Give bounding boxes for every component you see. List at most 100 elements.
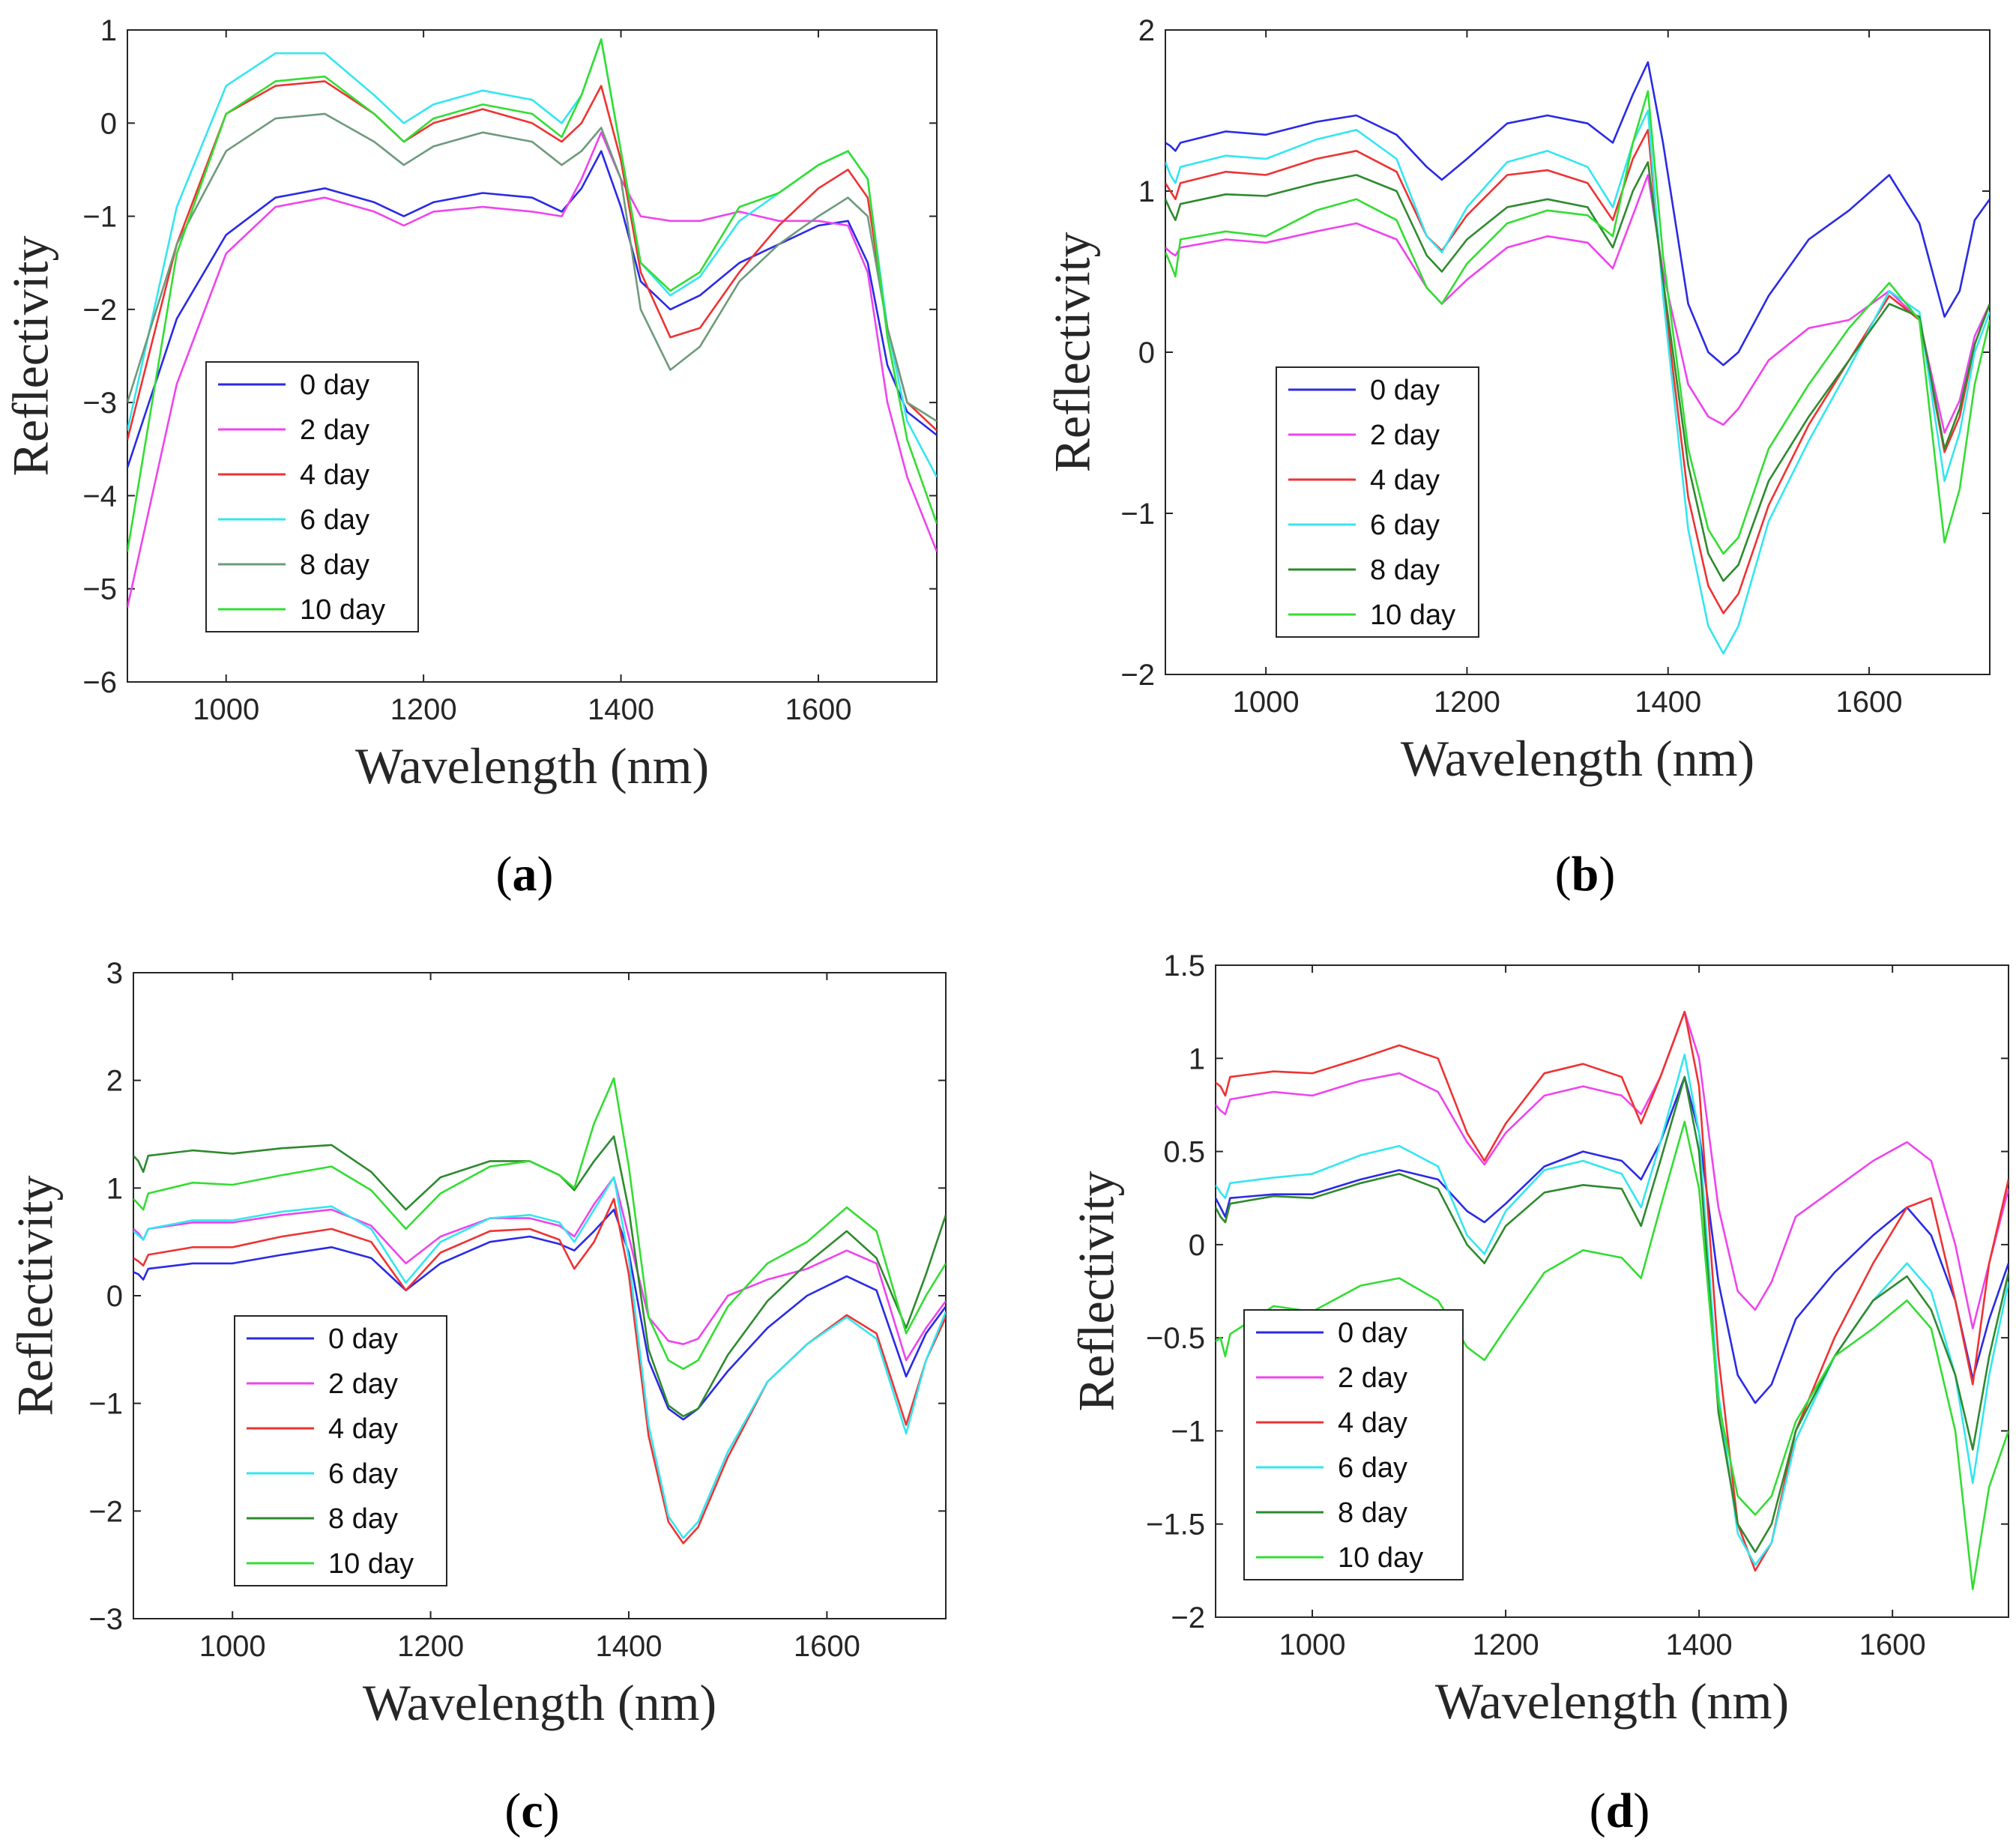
legend-label: 4 day: [1370, 465, 1440, 496]
y-tick-label: 3: [106, 957, 123, 990]
panel-label: (d): [1590, 1784, 1650, 1838]
x-tick-label: 1000: [1279, 1628, 1346, 1661]
legend: 0 day 2 day 4 day 6 day 8 day 10 day: [234, 1315, 447, 1586]
y-axis-label: Reflectivity: [7, 1175, 64, 1416]
panel-label: (a): [496, 847, 554, 902]
y-tick-label: 2: [1138, 14, 1155, 47]
x-tick-label: 1600: [1836, 686, 1903, 719]
series-line-10-day: [1216, 1120, 2009, 1590]
legend-label: 0 day: [1370, 375, 1440, 406]
legend-label: 4 day: [1338, 1407, 1407, 1439]
series-line-6-day: [1216, 1054, 2009, 1566]
series-line-2-day: [133, 1176, 946, 1362]
y-tick-label: −1.5: [1146, 1509, 1205, 1541]
panel-c: 1000 1200 1400 1600 −3 −2 −1 0 1 2 3 Wavelength (nm…: [7, 957, 947, 1838]
y-tick-label: 1: [1189, 1042, 1205, 1075]
legend-label: 6 day: [1338, 1452, 1407, 1484]
series-group: [1216, 1010, 2009, 1590]
legend-label: 10 day: [300, 594, 385, 626]
x-tick-label: 1400: [1666, 1628, 1733, 1661]
legend-label: 8 day: [1370, 555, 1440, 586]
y-axis-label: Reflectivity: [1068, 1171, 1125, 1411]
y-tick-label: 2: [106, 1065, 123, 1098]
y-tick-label: −6: [82, 666, 117, 699]
series-line-4-day: [1216, 1010, 2009, 1572]
legend-label: 10 day: [1370, 600, 1455, 631]
y-tick-label: −2: [88, 1495, 123, 1528]
x-tick-label: 1600: [794, 1630, 860, 1663]
x-axis-label: Wavelength (nm): [1435, 1673, 1789, 1730]
y-tick-label: −5: [82, 573, 117, 606]
y-tick-label: 0.5: [1163, 1136, 1205, 1169]
series-line-0-day: [1216, 1075, 2009, 1404]
y-tick-label: 1: [1138, 175, 1155, 208]
legend: 0 day 2 day 4 day 6 day 8 day 10 day: [1276, 366, 1479, 638]
y-tick-label: −4: [82, 480, 117, 513]
x-tick-label: 1200: [397, 1630, 464, 1663]
x-tick-label: 1000: [199, 1630, 266, 1663]
y-tick-label: −2: [1171, 1601, 1205, 1634]
panel-letter: c: [521, 1784, 543, 1838]
panel-a: 1000 1200 1400 1600 −6 −5 −4 −3 −2 −1 0 1 Wavelength…: [2, 14, 938, 902]
legend-label: 4 day: [300, 459, 369, 491]
x-tick-label: 1600: [1859, 1628, 1926, 1661]
legend-label: 6 day: [1370, 510, 1440, 541]
legend-box: [1276, 366, 1479, 638]
legend: 0 day 2 day 4 day 6 day 8 day 10 day: [1243, 1309, 1464, 1580]
legend-label: 0 day: [1338, 1317, 1407, 1349]
series-line-10-day: [127, 38, 937, 552]
legend-box: [234, 1315, 447, 1586]
series-line-2-day: [127, 131, 937, 608]
legend-label: 0 day: [328, 1323, 398, 1355]
y-tick-label: 1.5: [1163, 949, 1205, 982]
series-line-0-day: [1165, 61, 1990, 366]
y-tick-label: −2: [82, 294, 117, 327]
x-tick-label: 1400: [595, 1630, 662, 1663]
y-tick-label: −1: [1120, 498, 1155, 531]
y-axis-label: Reflectivity: [2, 235, 59, 476]
panel-d: 1000 1200 1400 1600 −2 −1.5 −1 −0.5 0 0.5 1 1.5 Wave…: [1068, 949, 2009, 1838]
legend-label: 4 day: [328, 1413, 398, 1445]
panel-label: (c): [504, 1784, 559, 1838]
x-tick-label: 1200: [390, 693, 457, 726]
series-line-10-day: [133, 1077, 946, 1370]
series-line-0-day: [133, 1208, 946, 1421]
x-tick-label: 1200: [1434, 686, 1500, 719]
y-tick-label: −0.5: [1146, 1322, 1205, 1355]
x-tick-label: 1600: [785, 693, 851, 726]
panel-label: (b): [1555, 847, 1616, 902]
x-axis-label: Wavelength (nm): [1401, 730, 1754, 787]
x-tick-label: 1200: [1473, 1628, 1539, 1661]
series-line-8-day: [133, 1135, 946, 1418]
series-line-6-day: [133, 1176, 946, 1539]
x-axis-label: Wavelength (nm): [363, 1674, 716, 1731]
y-tick-label: −1: [1171, 1415, 1205, 1448]
x-tick-label: 1400: [1635, 686, 1701, 719]
panel-b: 1000 1200 1400 1600 −2 −1 0 1 2 Wavelength (nm) Re…: [1044, 14, 1991, 902]
x-tick-label: 1400: [588, 693, 654, 726]
y-tick-label: −1: [88, 1388, 123, 1421]
x-axis-label: Wavelength (nm): [355, 737, 709, 794]
y-tick-label: 0: [1189, 1229, 1205, 1262]
series-line-2-day: [1165, 174, 1990, 434]
y-tick-label: 0: [100, 107, 117, 140]
legend-label: 2 day: [300, 414, 369, 446]
y-tick-label: −3: [88, 1603, 123, 1636]
series-group: [127, 38, 937, 608]
x-tick-label: 1000: [1233, 686, 1300, 719]
legend-label: 6 day: [328, 1458, 398, 1490]
y-tick-label: 1: [106, 1172, 123, 1205]
panel-letter: a: [513, 847, 537, 902]
series-line-8-day: [127, 112, 937, 423]
legend-label: 8 day: [300, 549, 369, 581]
legend-box: [1243, 1309, 1464, 1580]
x-tick-label: 1000: [193, 693, 259, 726]
series-group: [133, 1077, 946, 1544]
series-line-6-day: [1165, 109, 1990, 655]
series-line-2-day: [1216, 1010, 2009, 1329]
series-line-0-day: [127, 150, 937, 468]
legend-label: 0 day: [300, 369, 369, 401]
y-tick-label: 0: [106, 1280, 123, 1313]
legend-label: 8 day: [328, 1503, 398, 1535]
